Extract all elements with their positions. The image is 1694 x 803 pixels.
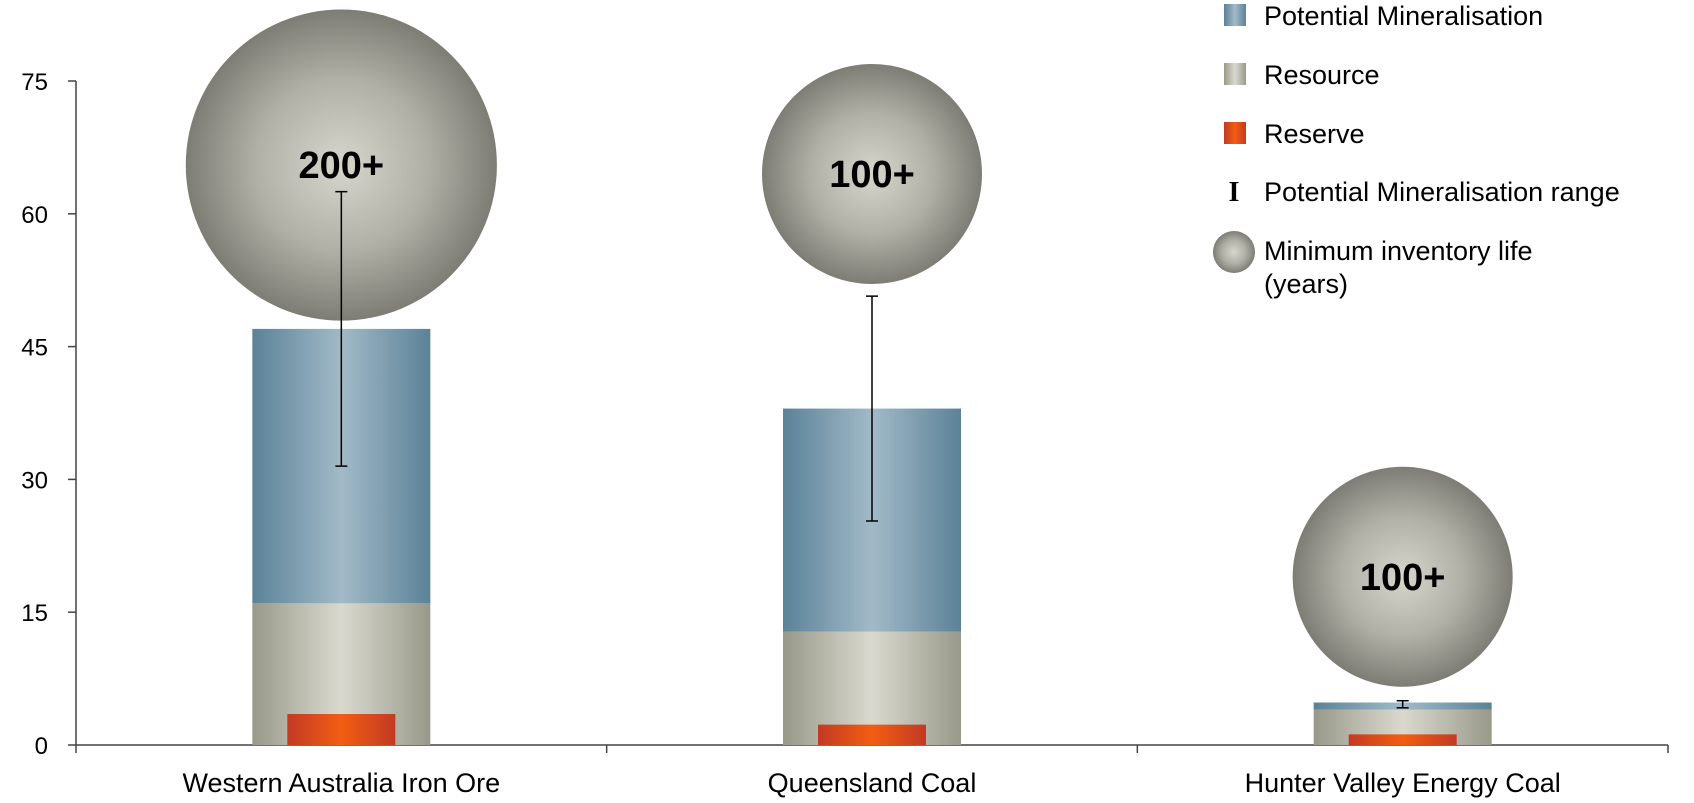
legend-label-minimum-inventory-life: Minimum inventory life — [1264, 236, 1533, 266]
life-bubble-western-australia-iron-ore — [185, 9, 497, 321]
legend-swatch-reserve — [1224, 122, 1246, 144]
life-bubble-hunter-valley-energy-coal — [1292, 466, 1513, 687]
legend-swatch-resource — [1224, 63, 1246, 85]
legend: Potential Mineralisation Resource Reserve I… — [1213, 1, 1620, 299]
legend-swatch-potential-mineralisation — [1224, 4, 1246, 26]
y-tick-label: 0 — [35, 733, 48, 760]
legend-bubble-marker — [1213, 231, 1255, 273]
x-category-label: Hunter Valley Energy Coal — [1245, 768, 1561, 798]
life-bubble-label: 100+ — [1360, 557, 1446, 599]
legend-label-potential-mineralisation: Potential Mineralisation — [1264, 1, 1543, 31]
life-bubble-queensland-coal — [762, 63, 982, 284]
legend-label-reserve: Reserve — [1264, 119, 1365, 149]
y-tick-label: 30 — [21, 467, 48, 494]
legend-label-potential-mineralisation-range: Potential Mineralisation range — [1264, 177, 1620, 207]
legend-label-resource: Resource — [1264, 60, 1380, 90]
bar-reserve-hunter-valley-energy-coal — [1348, 734, 1457, 745]
y-tick-label: 45 — [21, 335, 48, 362]
x-category-label: Western Australia Iron Ore — [183, 768, 501, 798]
life-bubble-label: 100+ — [829, 154, 915, 196]
y-tick-label: 60 — [21, 202, 48, 229]
bar-reserve-western-australia-iron-ore — [287, 714, 396, 745]
y-tick-label: 75 — [21, 69, 48, 96]
bar-reserve-queensland-coal — [818, 724, 926, 745]
life-bubble-label: 200+ — [299, 145, 385, 187]
legend-label-years: (years) — [1264, 269, 1348, 299]
x-category-label: Queensland Coal — [768, 768, 977, 798]
y-tick-label: 15 — [21, 600, 48, 627]
legend-errorbar-marker: I — [1229, 177, 1240, 208]
